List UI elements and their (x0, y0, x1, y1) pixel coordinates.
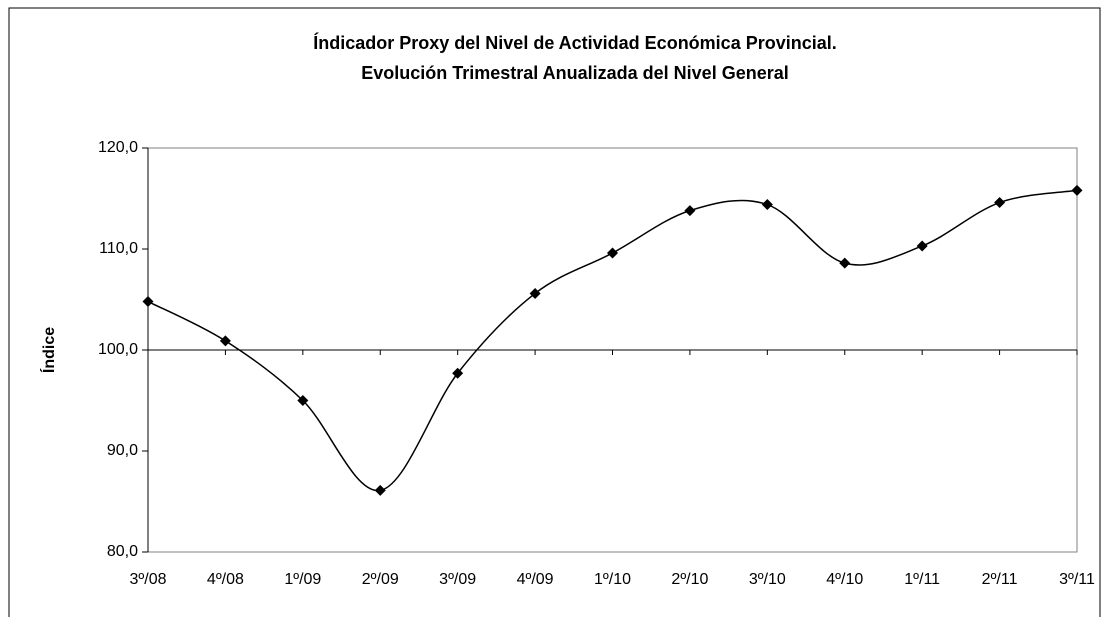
marker (452, 367, 464, 379)
x-tick-label: 1º/10 (594, 571, 631, 588)
y-tick-label: 80,0 (107, 543, 138, 560)
chart-frame (8, 7, 1101, 617)
x-tick-label: 3º/10 (749, 571, 786, 588)
chart-title: Índicador Proxy del Nivel de Actividad E… (313, 32, 837, 53)
marker (607, 247, 618, 259)
marker (684, 205, 696, 217)
marker (142, 296, 154, 308)
marker (839, 257, 851, 269)
x-tick-label: 2º/11 (982, 571, 1018, 588)
y-tick-label: 110,0 (99, 240, 138, 257)
x-tick-label: 3º/11 (1059, 571, 1095, 588)
line (147, 189, 1078, 492)
x-tick-label: 3º/09 (439, 571, 476, 588)
chart-title: Evolución Trimestral Anualizada del Nive… (361, 63, 788, 83)
x-tick-label: 2º/10 (671, 571, 708, 588)
y-tick-label: 100,0 (98, 341, 138, 358)
x-tick-label: 1º/09 (284, 571, 321, 588)
x-tick-label: 2º/09 (362, 571, 399, 588)
y-tick-label: 120,0 (98, 139, 138, 156)
marker (374, 484, 386, 496)
marker (916, 240, 928, 252)
marker (761, 199, 773, 211)
marker (994, 197, 1006, 209)
y-tick-label: 90,0 (107, 442, 138, 459)
x-tick-label: 1º/11 (904, 571, 940, 588)
y-axis-label: Índice (39, 327, 58, 373)
marker (529, 287, 541, 299)
marker (1071, 184, 1083, 196)
marker (219, 335, 231, 347)
x-tick-label: 3º/08 (130, 571, 167, 588)
marker (297, 395, 309, 406)
x-tick-label: 4º/09 (517, 571, 554, 588)
x-tick-label: 4º/08 (207, 571, 244, 588)
x-tick-label: 4º/10 (826, 571, 863, 588)
